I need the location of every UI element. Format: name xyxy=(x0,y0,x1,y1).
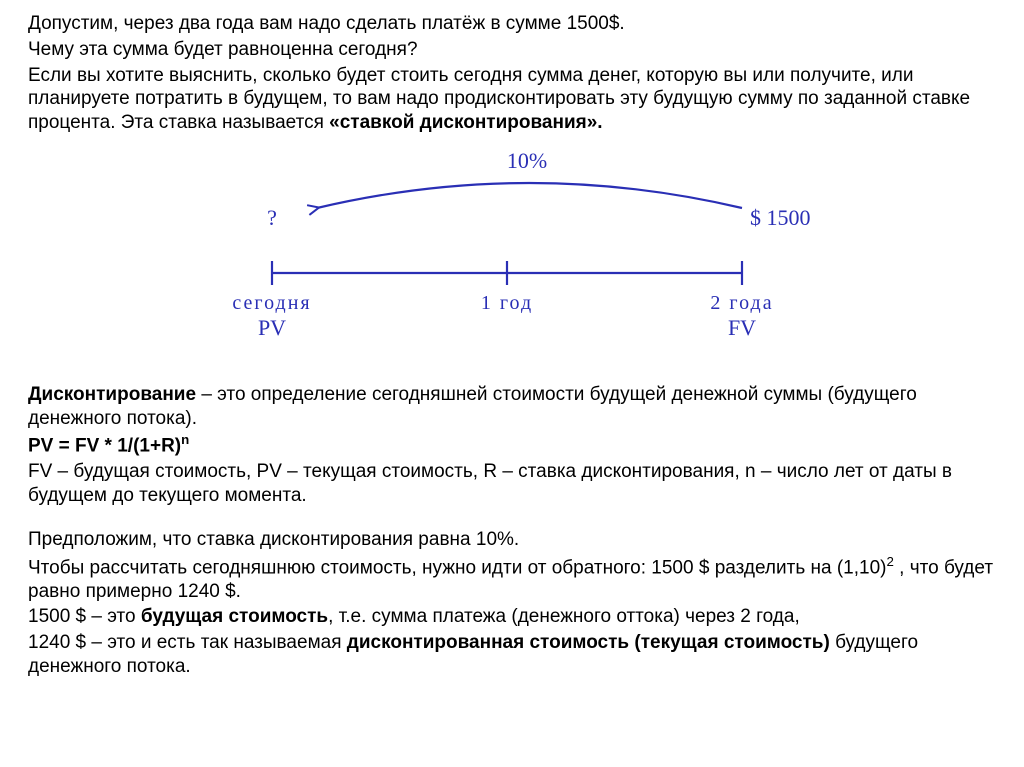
example-calc-a: Чтобы рассчитать сегодняшнюю стоимость, … xyxy=(28,557,886,578)
example-pv-line: 1240 $ – это и есть так называемая диско… xyxy=(28,631,996,679)
example-pv-b: дисконтированная стоимость (текущая стои… xyxy=(347,632,830,653)
intro-line-3b: «ставкой дисконтирования». xyxy=(329,112,602,133)
discount-arrow xyxy=(317,183,742,208)
timeline-label-1yr: 1 год xyxy=(481,292,533,314)
formula-legend: FV – будущая стоимость, PV – текущая сто… xyxy=(28,460,996,508)
fv-label: FV xyxy=(728,315,756,340)
intro-line-3: Если вы хотите выяснить, сколько будет с… xyxy=(28,64,996,135)
example-calc-exp: 2 xyxy=(886,554,893,569)
pv-label: PV xyxy=(258,315,286,340)
rate-label: 10% xyxy=(507,153,547,173)
definition-term: Дисконтирование xyxy=(28,384,196,405)
example-fv-b: будущая стоимость xyxy=(141,606,328,627)
intro-line-2: Чему эта сумма будет равноценна сегодня? xyxy=(28,38,996,62)
formula-exp: n xyxy=(181,432,189,447)
example-calc: Чтобы рассчитать сегодняшнюю стоимость, … xyxy=(28,554,996,604)
intro-line-1: Допустим, через два года вам надо сделат… xyxy=(28,12,996,36)
example-fv-line: 1500 $ – это будущая стоимость, т.е. сум… xyxy=(28,605,996,629)
definition-line: Дисконтирование – это определение сегодн… xyxy=(28,383,996,431)
fv-amount: $ 1500 xyxy=(750,205,811,230)
example-fv-c: , т.е. сумма платежа (денежного оттока) … xyxy=(328,606,800,627)
formula-body: PV = FV * 1/(1+R) xyxy=(28,436,181,457)
timeline-label-today: сегодня xyxy=(232,292,311,314)
discount-timeline-diagram: 10% ? $ 1500 сегодня 1 год 2 года PV FV xyxy=(28,153,996,353)
pv-unknown: ? xyxy=(267,205,277,230)
timeline-label-2yr: 2 года xyxy=(710,292,773,314)
example-pv-a: 1240 $ – это и есть так называемая xyxy=(28,632,347,653)
example-fv-a: 1500 $ – это xyxy=(28,606,141,627)
formula-line: PV = FV * 1/(1+R)n xyxy=(28,432,996,458)
example-assume: Предположим, что ставка дисконтирования … xyxy=(28,528,996,552)
